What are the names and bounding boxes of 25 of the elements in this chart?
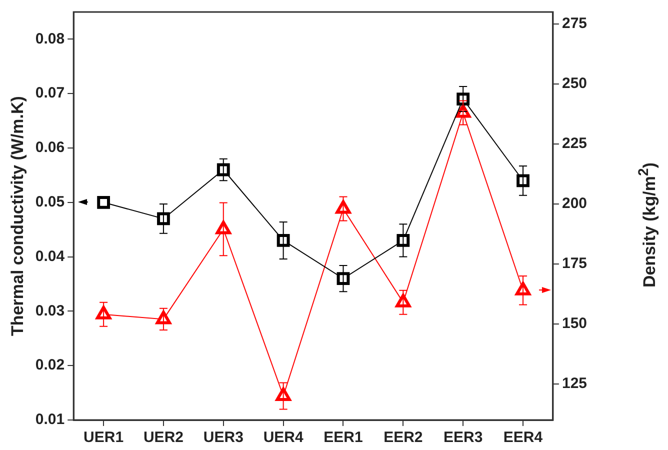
y-tick-label: 0.06	[35, 139, 65, 156]
y-tick-label: 0.04	[35, 248, 66, 265]
y-tick-label: 0.05	[35, 194, 65, 211]
y-axis-title: Thermal conductivity (W/m.K)	[8, 96, 27, 336]
point	[97, 196, 110, 209]
x-tick-label: EER2	[384, 429, 423, 446]
y2-tick-label: 275	[562, 15, 588, 32]
y-tick-label: 0.08	[35, 30, 65, 48]
y2-tick-label: 225	[562, 135, 588, 152]
x-tick-label: EER3	[443, 429, 483, 446]
y2-tick-label: 175	[562, 255, 588, 272]
y2-tick-label: 250	[562, 75, 588, 92]
x-tick-label: UER4	[263, 429, 304, 446]
x-tick-label: UER3	[203, 429, 244, 446]
x-tick-label: UER1	[84, 429, 124, 446]
y-tick-label: 0.03	[35, 302, 65, 320]
y2-tick-label: 125	[562, 375, 588, 392]
y-tick-label: 0.07	[35, 84, 65, 102]
y-tick-label: 0.02	[35, 356, 65, 374]
x-tick-label: EER4	[503, 429, 544, 446]
y-tick-label: 0.01	[35, 411, 65, 428]
x-tick-label: EER1	[324, 429, 363, 446]
y2-tick-label: 150	[562, 315, 588, 332]
x-tick-label: UER2	[143, 429, 184, 446]
y2-tick-label: 200	[562, 195, 588, 212]
